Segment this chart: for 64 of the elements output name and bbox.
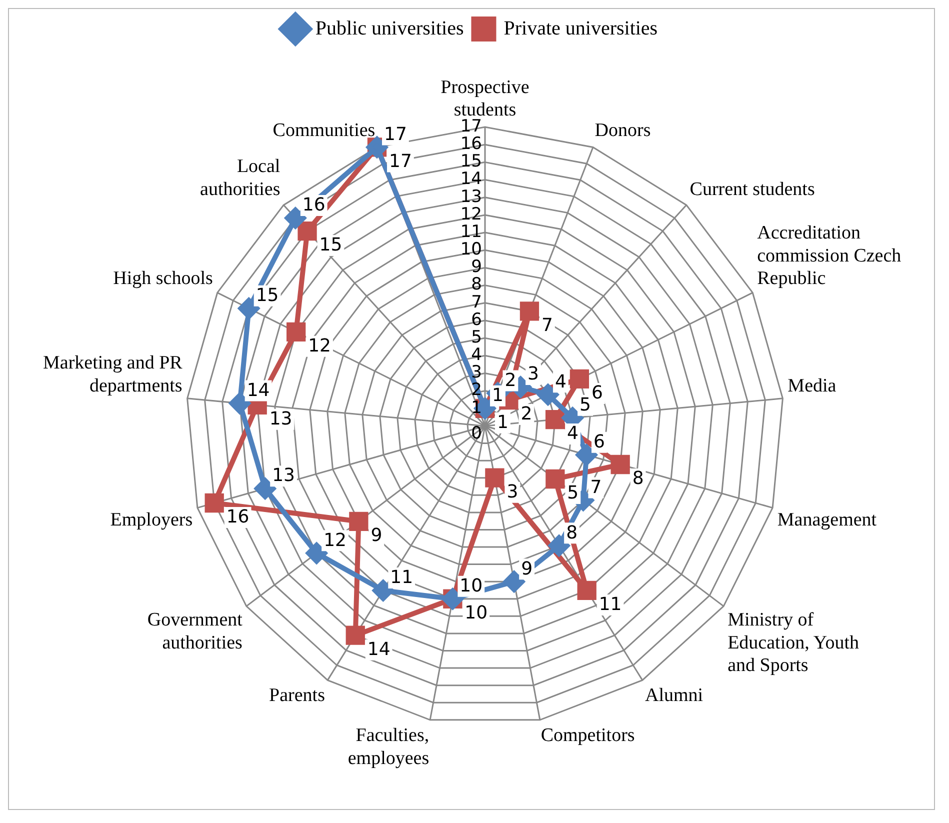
data-label: 14 bbox=[246, 380, 270, 401]
y-tick-label: 0 bbox=[471, 423, 482, 444]
y-tick-label: 10 bbox=[460, 240, 482, 260]
data-label: 6 bbox=[593, 432, 605, 453]
y-tick-label: 16 bbox=[460, 134, 482, 154]
y-tick-label: 17 bbox=[460, 116, 482, 136]
y-tick-label: 3 bbox=[471, 362, 482, 383]
data-label: 4 bbox=[554, 371, 566, 392]
data-label: 9 bbox=[521, 558, 533, 580]
y-tick-label: 9 bbox=[471, 257, 482, 278]
spoke-label: High schools bbox=[113, 268, 213, 290]
data-label: 17 bbox=[384, 124, 407, 145]
data-label: 2 bbox=[504, 370, 516, 391]
spoke-label: Donors bbox=[594, 120, 651, 142]
y-tick-label: 13 bbox=[460, 186, 482, 207]
y-tick-label: 6 bbox=[471, 310, 482, 330]
data-label: 3 bbox=[528, 364, 539, 385]
data-label: 7 bbox=[590, 476, 602, 498]
y-tick-label: 14 bbox=[460, 169, 482, 190]
y-tick-label: 8 bbox=[471, 274, 482, 295]
y-tick-label: 12 bbox=[460, 204, 482, 224]
data-label: 13 bbox=[272, 465, 296, 486]
data-label: 8 bbox=[632, 468, 644, 490]
data-label: 15 bbox=[319, 234, 342, 256]
y-tick-label: 4 bbox=[471, 345, 482, 366]
y-tick-label: 7 bbox=[471, 292, 482, 312]
data-label: 5 bbox=[580, 394, 592, 416]
data-label: 16 bbox=[302, 194, 326, 216]
spoke-label: Management bbox=[777, 510, 878, 531]
data-label: 8 bbox=[566, 522, 578, 544]
data-label: 5 bbox=[567, 482, 579, 504]
legend-label: Public universities bbox=[315, 17, 464, 40]
spoke-label: Ministry of Education, Youth and Sports bbox=[728, 610, 860, 676]
spoke-label: Government authorities bbox=[147, 610, 244, 654]
data-label: 17 bbox=[388, 150, 412, 172]
data-label: 11 bbox=[390, 567, 414, 588]
y-tick-label: 5 bbox=[471, 327, 482, 348]
data-label: 12 bbox=[324, 530, 346, 551]
data-label: 6 bbox=[591, 382, 603, 404]
spoke-label: Parents bbox=[269, 684, 325, 706]
y-tick-label: 11 bbox=[460, 222, 482, 242]
data-label: 4 bbox=[567, 423, 578, 444]
data-label: 16 bbox=[226, 506, 250, 528]
spoke-label: Accreditation commission Czech Republic bbox=[757, 222, 902, 290]
data-label: 14 bbox=[367, 639, 390, 660]
spoke-label: Media bbox=[788, 376, 837, 397]
y-tick-label: 15 bbox=[460, 152, 482, 172]
data-label: 15 bbox=[256, 285, 279, 306]
data-label: 2 bbox=[520, 404, 532, 425]
data-label: 12 bbox=[308, 336, 331, 357]
data-label: 7 bbox=[541, 314, 553, 336]
spoke-label: Current students bbox=[690, 178, 815, 200]
spoke-label: Alumni bbox=[645, 684, 704, 706]
spoke-label: Marketing and PR departments bbox=[42, 352, 183, 397]
spoke-label: Employers bbox=[110, 510, 193, 531]
data-label: 3 bbox=[506, 482, 518, 503]
data-label: 9 bbox=[370, 525, 382, 546]
spoke-label: Faculties, employees bbox=[348, 725, 430, 769]
data-label: 11 bbox=[598, 594, 622, 616]
legend-label: Private universities bbox=[504, 17, 658, 40]
data-label: 13 bbox=[269, 408, 292, 430]
spoke-label: Communities bbox=[272, 120, 376, 142]
spoke-label: Competitors bbox=[540, 725, 635, 746]
spoke-label: Local authorities bbox=[200, 156, 280, 200]
